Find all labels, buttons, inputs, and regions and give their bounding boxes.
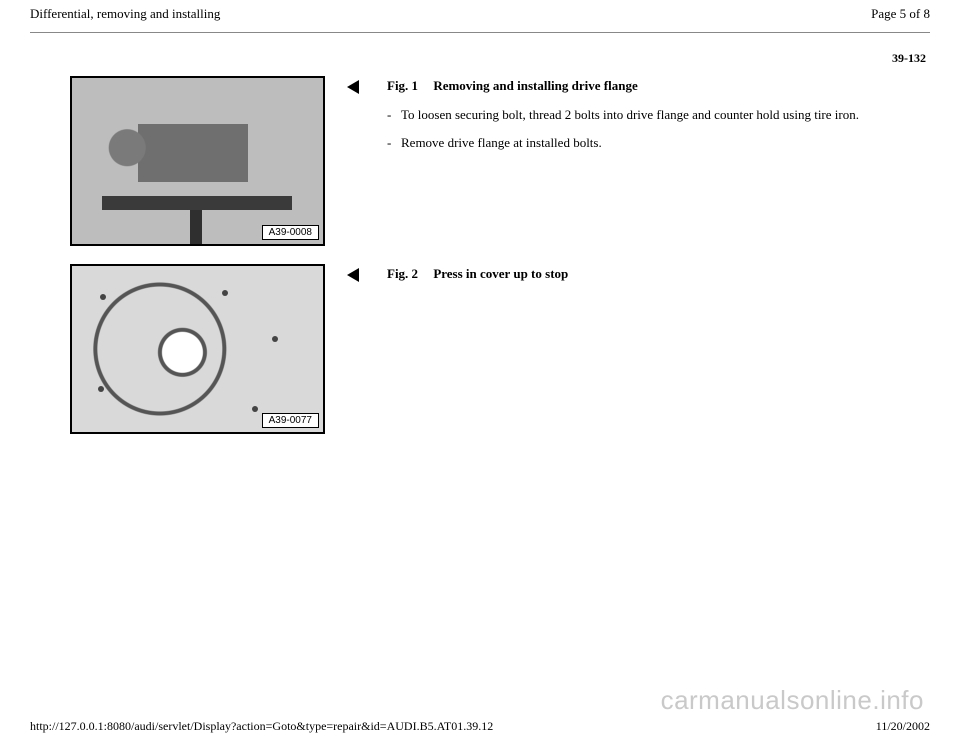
footer-url: http://127.0.0.1:8080/audi/servlet/Displ…	[30, 719, 493, 734]
header-rule	[30, 32, 930, 33]
figure-label: Fig. 2	[387, 266, 418, 281]
header-bar: Differential, removing and installing Pa…	[30, 0, 930, 28]
figure-block: A39-0008 Fig. 1 Removing and installing …	[70, 76, 920, 246]
figure-text: Fig. 2 Press in cover up to stop	[387, 264, 920, 294]
content-area: A39-0008 Fig. 1 Removing and installing …	[30, 76, 930, 434]
figure-text: Fig. 1 Removing and installing drive fla…	[387, 76, 920, 161]
figure-image-2: A39-0077	[70, 264, 325, 434]
page-indicator: Page 5 of 8	[871, 6, 930, 22]
step-item: To loosen securing bolt, thread 2 bolts …	[387, 106, 907, 124]
figure-title: Removing and installing drive flange	[433, 78, 637, 93]
figure-tag: A39-0077	[262, 413, 319, 428]
mechanical-illustration	[72, 78, 323, 244]
step-item: Remove drive flange at installed bolts.	[387, 134, 907, 152]
doc-title: Differential, removing and installing	[30, 6, 220, 22]
pointer-col	[347, 264, 365, 282]
section-number: 39-132	[30, 51, 926, 66]
figure-tag: A39-0008	[262, 225, 319, 240]
figure-title: Press in cover up to stop	[433, 266, 568, 281]
figure-heading: Fig. 2 Press in cover up to stop	[387, 266, 920, 282]
pointer-col	[347, 76, 365, 94]
left-arrow-icon	[347, 268, 359, 282]
step-list: To loosen securing bolt, thread 2 bolts …	[387, 106, 920, 151]
figure-image-1: A39-0008	[70, 76, 325, 246]
footer-bar: http://127.0.0.1:8080/audi/servlet/Displ…	[30, 719, 930, 734]
footer-date: 11/20/2002	[876, 719, 930, 734]
figure-heading: Fig. 1 Removing and installing drive fla…	[387, 78, 920, 94]
manual-page: Differential, removing and installing Pa…	[0, 0, 960, 742]
left-arrow-icon	[347, 80, 359, 94]
mechanical-illustration	[72, 266, 323, 432]
watermark: carmanualsonline.info	[661, 685, 924, 716]
figure-block: A39-0077 Fig. 2 Press in cover up to sto…	[70, 264, 920, 434]
figure-label: Fig. 1	[387, 78, 418, 93]
